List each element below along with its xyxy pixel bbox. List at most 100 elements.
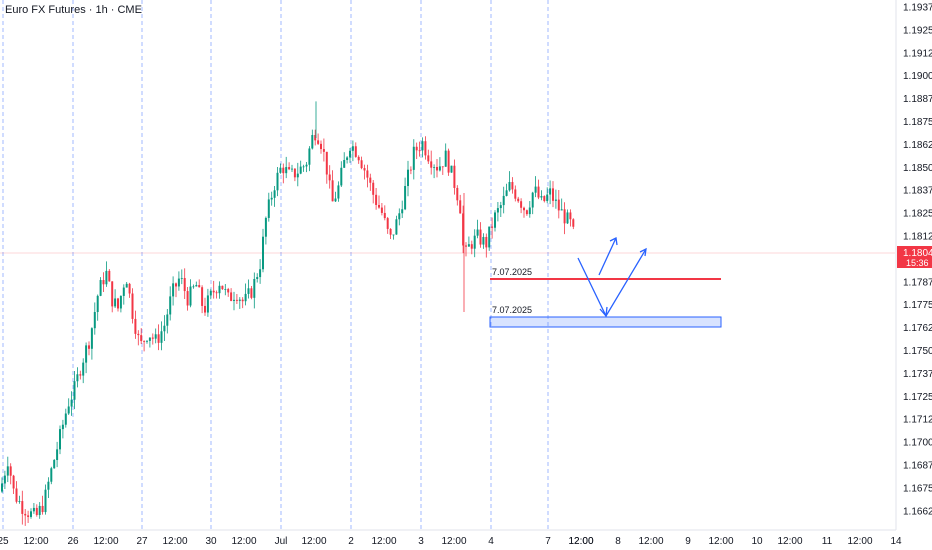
candle-body [360, 160, 363, 169]
price-tick-label: 1.19125 [903, 48, 932, 59]
candle-body [134, 318, 137, 334]
price-tick-label: 1.16750 [903, 483, 932, 494]
candle-body [73, 381, 76, 400]
candle-body [221, 285, 224, 290]
candle-body [433, 166, 436, 168]
candle-body [293, 168, 296, 178]
candle-body [427, 155, 430, 162]
candle-body [227, 289, 230, 293]
candle-body [96, 295, 99, 313]
candle-body [6, 466, 9, 476]
time-tick-label: 12:00 [23, 536, 48, 547]
time-tick-label: 8 [615, 536, 621, 547]
time-tick-label: Jul [275, 536, 288, 547]
candle-body [140, 335, 143, 342]
price-tick-label: 1.17125 [903, 415, 932, 426]
candle-body [418, 150, 421, 152]
candle-body [279, 167, 282, 173]
candle-body [346, 157, 349, 160]
candle-body [363, 168, 366, 171]
candle-body [93, 312, 96, 329]
candle-body [259, 269, 262, 278]
candle-body [496, 208, 499, 213]
candle-body [15, 488, 18, 502]
candle-body [320, 143, 322, 150]
projection-path[interactable] [577, 237, 647, 318]
candle-body [27, 515, 30, 517]
candle-body [473, 235, 476, 249]
price-tick-label: 1.17000 [903, 438, 932, 449]
candle-body [572, 219, 575, 227]
candle-body [404, 186, 407, 210]
candle-body [192, 286, 195, 288]
candle-body [566, 212, 569, 224]
candle-body [235, 299, 238, 301]
candle-body [482, 236, 485, 245]
time-tick-label: 25 [0, 536, 9, 547]
candle-body [215, 292, 218, 294]
candle-body [386, 218, 389, 229]
candle-body [169, 296, 172, 315]
candle-body [195, 285, 198, 287]
time-tick-label: 9 [685, 536, 691, 547]
candle-body [151, 337, 154, 339]
time-tick-label: 11 [822, 536, 833, 547]
candle-body [230, 292, 233, 301]
candle-body [557, 199, 560, 211]
candle-body [549, 188, 552, 195]
candle-body [59, 429, 61, 450]
candle-body [24, 513, 27, 516]
candlestick-series [1, 101, 575, 526]
price-tick-label: 1.19250 [903, 25, 932, 36]
demand-zone[interactable] [489, 316, 722, 328]
candle-body [523, 207, 525, 211]
candle-body [157, 334, 160, 343]
candle-body [166, 314, 169, 326]
candle-body [520, 201, 523, 208]
candle-body [198, 285, 201, 288]
candle-body [201, 287, 204, 306]
time-tick-label: 12:00 [568, 536, 593, 547]
candle-body [485, 236, 488, 248]
candle-body [32, 507, 35, 512]
candle-body [88, 345, 90, 349]
candle-body [105, 270, 108, 285]
candle-body [160, 331, 163, 343]
candle-body [308, 148, 311, 165]
candle-body [325, 151, 328, 175]
candle-body [224, 289, 227, 290]
candle-body [441, 166, 444, 168]
time-axis[interactable]: 25 12:00 26 12:00 27 12:00 30 12:00 Jul 12:00 2 12:… [0, 536, 902, 547]
candle-body [61, 424, 64, 430]
candle-body [517, 198, 520, 202]
candle-body [491, 226, 494, 228]
candle-body [430, 161, 433, 168]
candle-body [119, 295, 122, 309]
candle-body [351, 146, 354, 151]
candle-body [383, 212, 386, 219]
time-tick-label: 26 [67, 536, 79, 547]
candle-body [424, 141, 427, 156]
candle-body [450, 165, 453, 173]
candle-body [456, 187, 459, 201]
candle-body [79, 374, 82, 376]
candle-body [465, 245, 467, 247]
candle-body [302, 166, 305, 168]
time-tick-label: 12:00 [847, 536, 872, 547]
candle-body [154, 334, 157, 339]
candle-body [209, 290, 212, 296]
candle-body [148, 337, 151, 341]
candle-body [90, 328, 93, 349]
time-tick-label: 10 [751, 536, 763, 547]
candle-body [273, 190, 276, 198]
time-tick-label: 12:00 [708, 536, 733, 547]
candle-body [534, 186, 537, 193]
candle-body [407, 169, 409, 187]
price-tick-label: 1.18250 [903, 209, 932, 220]
candle-body [108, 270, 111, 282]
drawing-annotations[interactable]: 7.07.2025 7.07.2025 [489, 237, 722, 328]
candle-body [44, 489, 47, 513]
candle-body [479, 229, 482, 245]
candle-body [41, 505, 44, 513]
